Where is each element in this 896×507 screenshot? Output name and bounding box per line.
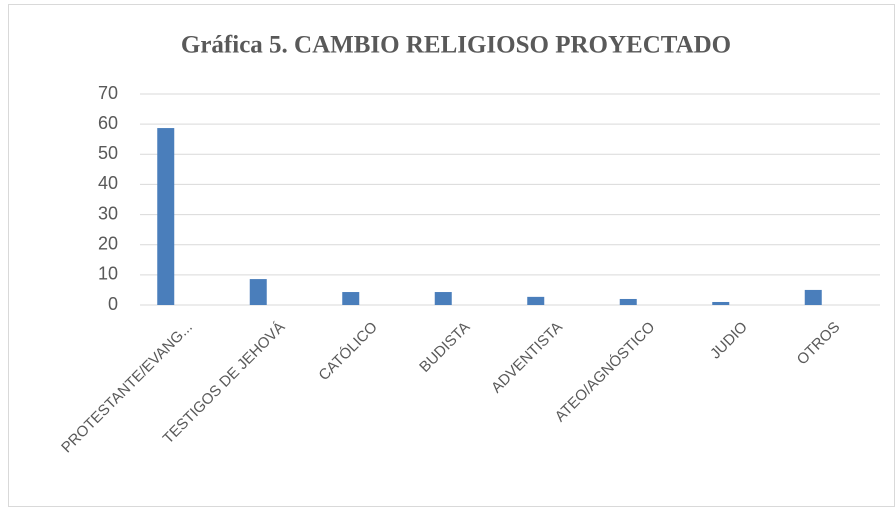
y-tick-label: 40	[98, 173, 118, 193]
bar	[804, 289, 822, 305]
bar	[619, 298, 637, 305]
bar	[157, 128, 175, 305]
y-tick-label: 50	[98, 143, 118, 163]
y-tick-label: 20	[98, 233, 118, 253]
y-tick-label: 30	[98, 203, 118, 223]
bar	[249, 279, 267, 305]
bar	[342, 292, 360, 305]
y-tick-label: 10	[98, 264, 118, 284]
bar	[712, 301, 730, 305]
bar	[527, 296, 545, 305]
y-tick-label: 60	[98, 113, 118, 133]
bar	[434, 292, 452, 305]
y-tick-label: 70	[98, 83, 118, 103]
y-tick-label: 0	[108, 294, 118, 314]
chart-title: Gráfica 5. CAMBIO RELIGIOSO PROYECTADO	[181, 32, 731, 59]
chart-frame	[8, 4, 895, 507]
